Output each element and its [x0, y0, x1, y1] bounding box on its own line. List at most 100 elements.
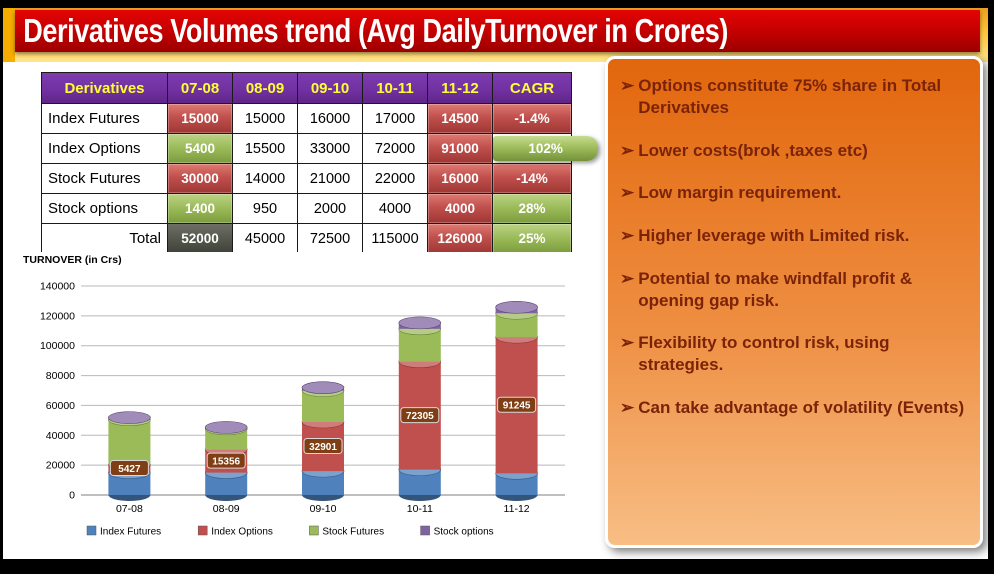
stacked-bar-07-08 — [108, 411, 151, 501]
legend-label: Stock options — [434, 527, 494, 538]
bullet-text: Potential to make windfall profit & open… — [638, 268, 913, 310]
table-cell: 52000 — [168, 224, 232, 253]
bullet-arrow-icon: ➢ — [620, 268, 635, 288]
data-label-09-10: 32901 — [303, 438, 343, 455]
legend-swatch — [197, 525, 208, 536]
y-tick-label: 140000 — [40, 281, 75, 293]
header-strip: Derivatives Volumes trend (Avg DailyTurn… — [3, 8, 988, 62]
table-cell: 950 — [233, 194, 297, 223]
benefits-panel: ➢ Options constitute 75% share in Total D… — [605, 56, 983, 548]
bullet-text: Higher leverage with Limited risk. — [638, 226, 910, 245]
table-cell: 28% — [493, 194, 571, 223]
table-cell: 1400 — [168, 194, 232, 223]
table-cell: 14000 — [233, 164, 297, 193]
segment-index-futures — [108, 472, 151, 495]
x-tick-label: 10-11 — [407, 503, 433, 515]
legend-label: Index Options — [211, 527, 273, 538]
table-cell: -1.4% — [493, 104, 571, 133]
derivatives-table: Derivatives 07-08 08-09 09-10 10-11 11-12 CAGR… — [41, 72, 599, 254]
bullet-arrow-icon: ➢ — [620, 333, 635, 353]
cagr-highlight-bar: 102% — [493, 136, 599, 161]
legend-swatch — [86, 525, 97, 536]
table-header-07-08: 07-08 — [168, 73, 232, 103]
segment-index-futures — [205, 472, 248, 495]
legend-item-index-options: Index Options — [197, 525, 273, 538]
table-header-cagr: CAGR — [493, 73, 571, 103]
y-tick-label: 60000 — [46, 400, 75, 412]
row-label: Stock options — [42, 194, 167, 223]
svg-text:15356: 15356 — [212, 457, 240, 468]
row-label: Index Futures — [42, 104, 167, 133]
svg-text:72305: 72305 — [406, 411, 434, 422]
row-label: Stock Futures — [42, 164, 167, 193]
bullet-item: ➢ Higher leverage with Limited risk. — [620, 225, 968, 247]
table-cell: 33000 — [298, 134, 362, 163]
bullet-text: Can take advantage of volatility (Events… — [638, 397, 965, 417]
legend-item-stock-options: Stock options — [420, 525, 494, 538]
page-title: Derivatives Volumes trend (Avg DailyTurn… — [23, 12, 728, 49]
bullet-text: Lower costs(brok ,taxes etc) — [638, 140, 868, 160]
bullet-arrow-icon: ➢ — [620, 226, 635, 245]
bullet-item: ➢ Low margin requirement. — [620, 182, 968, 204]
table-cell: 5400 — [168, 134, 232, 163]
header-accent-bar — [3, 8, 15, 62]
table-cell: 4000 — [428, 194, 492, 223]
row-label: Total — [42, 224, 167, 253]
table-cell: 25% — [493, 224, 571, 253]
svg-text:32901: 32901 — [309, 442, 337, 453]
x-tick-label: 11-12 — [504, 503, 530, 515]
table-cell: 115000 — [363, 224, 427, 253]
svg-text:91245: 91245 — [503, 401, 531, 412]
row-label: Index Options — [42, 134, 167, 163]
bullet-item: ➢ Lower costs(brok ,taxes etc) — [620, 140, 968, 162]
y-tick-label: 20000 — [46, 460, 75, 472]
table-cell: 15000 — [168, 104, 232, 133]
table-header-10-11: 10-11 — [363, 73, 427, 103]
segment-index-futures — [302, 471, 344, 495]
data-label-10-11: 72305 — [400, 407, 440, 424]
bullet-item: ➢ Flexibility to control risk, using stra… — [620, 332, 968, 376]
legend-label: Stock Futures — [322, 527, 384, 538]
turnover-chart-svg: 0 20000 40000 60000 80000 100000 120000 140000 0… — [40, 281, 565, 538]
x-tick-label: 08-09 — [213, 503, 240, 515]
table-cell: 21000 — [298, 164, 362, 193]
legend-item-index-futures: Index Futures — [86, 525, 161, 538]
table-header-11-12: 11-12 — [428, 73, 492, 103]
bullet-arrow-icon: ➢ — [620, 76, 635, 95]
x-tick-label: 09-10 — [310, 503, 337, 515]
table-header-derivatives: Derivatives — [42, 73, 167, 103]
y-tick-label: 100000 — [40, 340, 75, 352]
bullet-item: ➢ Can take advantage of volatility (Event… — [620, 397, 968, 419]
table-header-09-10: 09-10 — [298, 73, 362, 103]
bullet-item: ➢ Options constitute 75% share in Total D… — [620, 75, 968, 119]
table-cell: 15500 — [233, 134, 297, 163]
table-cell: 15000 — [233, 104, 297, 133]
table-header-08-09: 08-09 — [233, 73, 297, 103]
title-bar: Derivatives Volumes trend (Avg DailyTurn… — [15, 10, 980, 52]
table-cell: 72000 — [363, 134, 427, 163]
bullet-text: Low margin requirement. — [638, 183, 842, 203]
table-cell: 102% — [493, 134, 599, 163]
table-cell: -14% — [493, 164, 571, 193]
chart-title: TURNOVER (in Crs) — [23, 254, 122, 266]
y-tick-label: 120000 — [40, 310, 75, 322]
table-cell: 126000 — [428, 224, 492, 253]
table-cell: 22000 — [363, 164, 427, 193]
table-cell: 91000 — [428, 134, 492, 163]
legend-swatch — [309, 525, 319, 536]
bullets-list: ➢ Options constitute 75% share in Total D… — [620, 75, 968, 419]
legend-swatch — [420, 525, 430, 536]
table-cell: 30000 — [168, 164, 232, 193]
table-cell: 72500 — [298, 224, 362, 253]
table-cell: 14500 — [428, 104, 492, 133]
legend-item-stock-futures: Stock Futures — [309, 525, 384, 538]
y-tick-label: 0 — [69, 490, 75, 502]
bullet-text: Flexibility to control risk, using strat… — [638, 333, 890, 374]
legend-label: Index Futures — [100, 527, 161, 538]
table-cell: 16000 — [298, 104, 362, 133]
bullet-arrow-icon: ➢ — [620, 397, 635, 417]
svg-text:5427: 5427 — [118, 464, 141, 475]
segment-stock-futures — [495, 313, 538, 338]
data-label-11-12: 91245 — [497, 396, 537, 413]
